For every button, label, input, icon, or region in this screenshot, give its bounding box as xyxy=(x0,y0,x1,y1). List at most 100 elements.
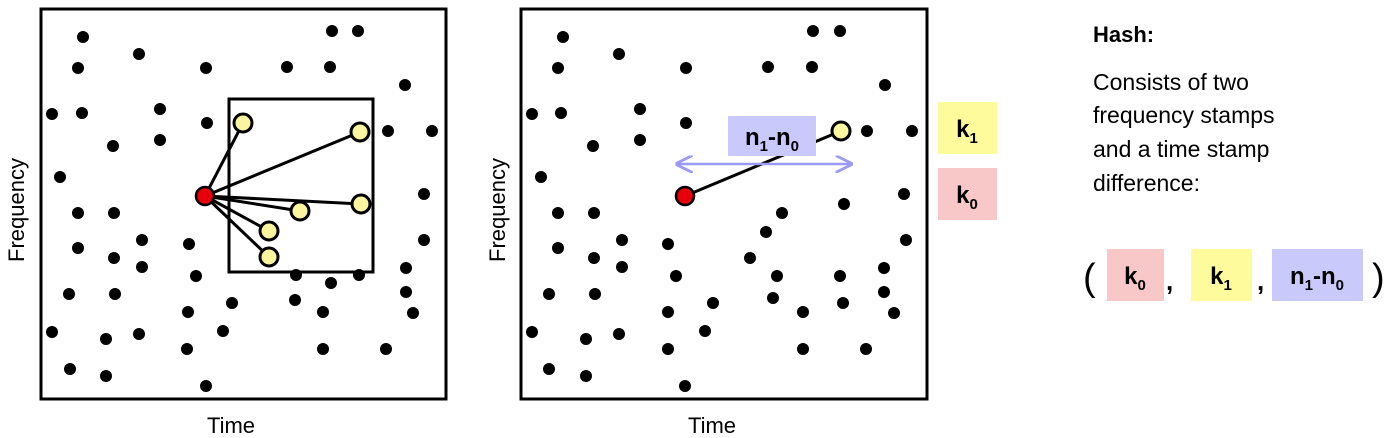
peak-point xyxy=(226,297,238,309)
peak-point xyxy=(190,270,202,282)
peak-point xyxy=(552,62,564,74)
target-point xyxy=(830,120,852,142)
peak-points-left xyxy=(46,25,438,392)
peak-point xyxy=(776,207,788,219)
peak-point xyxy=(200,380,212,392)
peak-point xyxy=(72,207,84,219)
panel-right-frame xyxy=(519,7,929,401)
peak-point xyxy=(107,140,119,152)
peak-point xyxy=(760,226,772,238)
peak-point xyxy=(699,325,711,337)
peak-point xyxy=(680,62,692,74)
peak-point xyxy=(46,108,58,120)
peak-point xyxy=(634,103,646,115)
peak-point xyxy=(613,48,625,60)
x-axis-label-right: Time xyxy=(688,413,736,438)
peak-point xyxy=(797,306,809,318)
peak-point xyxy=(183,238,195,250)
tuple-k0-box xyxy=(1107,249,1164,301)
peak-point xyxy=(762,61,774,73)
peak-point xyxy=(526,326,538,338)
hash-explanation: Hash: Consists of two frequency stamps a… xyxy=(1093,22,1275,196)
panel-left-frame xyxy=(39,7,448,401)
peak-point xyxy=(767,292,779,304)
peak-point xyxy=(154,103,166,115)
peak-point xyxy=(838,198,850,210)
peak-point xyxy=(182,306,194,318)
peak-point xyxy=(154,134,166,146)
hash-description-line: Consists of two xyxy=(1093,69,1249,95)
peak-point xyxy=(535,171,547,183)
peak-point xyxy=(616,234,628,246)
peak-point xyxy=(399,79,411,91)
peak-point xyxy=(679,380,691,392)
pair-lines xyxy=(203,122,362,259)
peak-point xyxy=(878,262,890,274)
peak-point xyxy=(589,288,601,300)
peak-point xyxy=(834,25,846,37)
y-axis-label-right: Frequency xyxy=(485,158,510,262)
peak-point xyxy=(382,125,394,137)
key-legend: k1 k0 xyxy=(938,102,997,220)
peak-point xyxy=(906,125,918,137)
tuple-k1-box xyxy=(1191,249,1252,301)
hash-title: Hash: xyxy=(1093,22,1154,47)
time-difference-label: n1-n0 xyxy=(745,124,799,155)
pair-line xyxy=(204,194,362,206)
pair-line xyxy=(203,122,245,197)
pair-line xyxy=(203,194,271,259)
peak-point xyxy=(680,117,692,129)
peak-point xyxy=(580,333,592,345)
peak-point xyxy=(634,134,646,146)
peak-point xyxy=(588,252,600,264)
peak-point xyxy=(806,61,818,73)
peak-point xyxy=(317,306,329,318)
peak-point xyxy=(108,207,120,219)
tuple-diff-label: n1-n0 xyxy=(1290,263,1344,294)
peak-point xyxy=(707,297,719,309)
open-paren: ( xyxy=(1083,257,1096,299)
peak-point xyxy=(77,31,89,43)
peak-point xyxy=(426,125,438,137)
anchor-point xyxy=(194,185,216,207)
peak-point xyxy=(557,31,569,43)
target-point xyxy=(258,246,280,268)
peak-point xyxy=(181,343,193,355)
time-difference-label-box xyxy=(728,116,816,156)
peak-point xyxy=(200,62,212,74)
peak-point xyxy=(136,261,148,273)
peak-point xyxy=(108,252,120,264)
peak-point xyxy=(54,171,66,183)
spectrogram-panel-right: n1-n0 Time Frequency xyxy=(485,7,929,438)
peak-point xyxy=(662,238,674,250)
peak-point xyxy=(837,297,849,309)
peak-point xyxy=(407,307,419,319)
peak-point xyxy=(860,343,872,355)
tuple-k1-label: k1 xyxy=(1210,263,1232,294)
tuple-diff-box xyxy=(1272,249,1363,301)
target-point xyxy=(289,200,311,222)
peak-point xyxy=(317,343,329,355)
hash-tuple: ( k0 , k1 , n1-n0 ) xyxy=(1083,249,1385,301)
peak-point xyxy=(46,326,58,338)
peak-point xyxy=(109,288,121,300)
hash-description-line: and a time stamp xyxy=(1093,136,1269,162)
peak-point xyxy=(670,270,682,282)
peak-point xyxy=(771,270,783,282)
peak-point xyxy=(580,370,592,382)
peak-point xyxy=(418,188,430,200)
peak-point xyxy=(380,343,392,355)
peak-point xyxy=(400,286,412,298)
peak-point xyxy=(418,234,430,246)
peak-point xyxy=(324,61,336,73)
peak-point xyxy=(72,242,84,254)
peak-point xyxy=(587,140,599,152)
hash-description-line: frequency stamps xyxy=(1093,102,1275,128)
peak-point xyxy=(744,252,756,264)
k0-box xyxy=(938,168,997,220)
peak-point xyxy=(613,328,625,340)
peak-point xyxy=(217,325,229,337)
y-axis-label-left: Frequency xyxy=(4,158,29,262)
peak-point xyxy=(552,242,564,254)
